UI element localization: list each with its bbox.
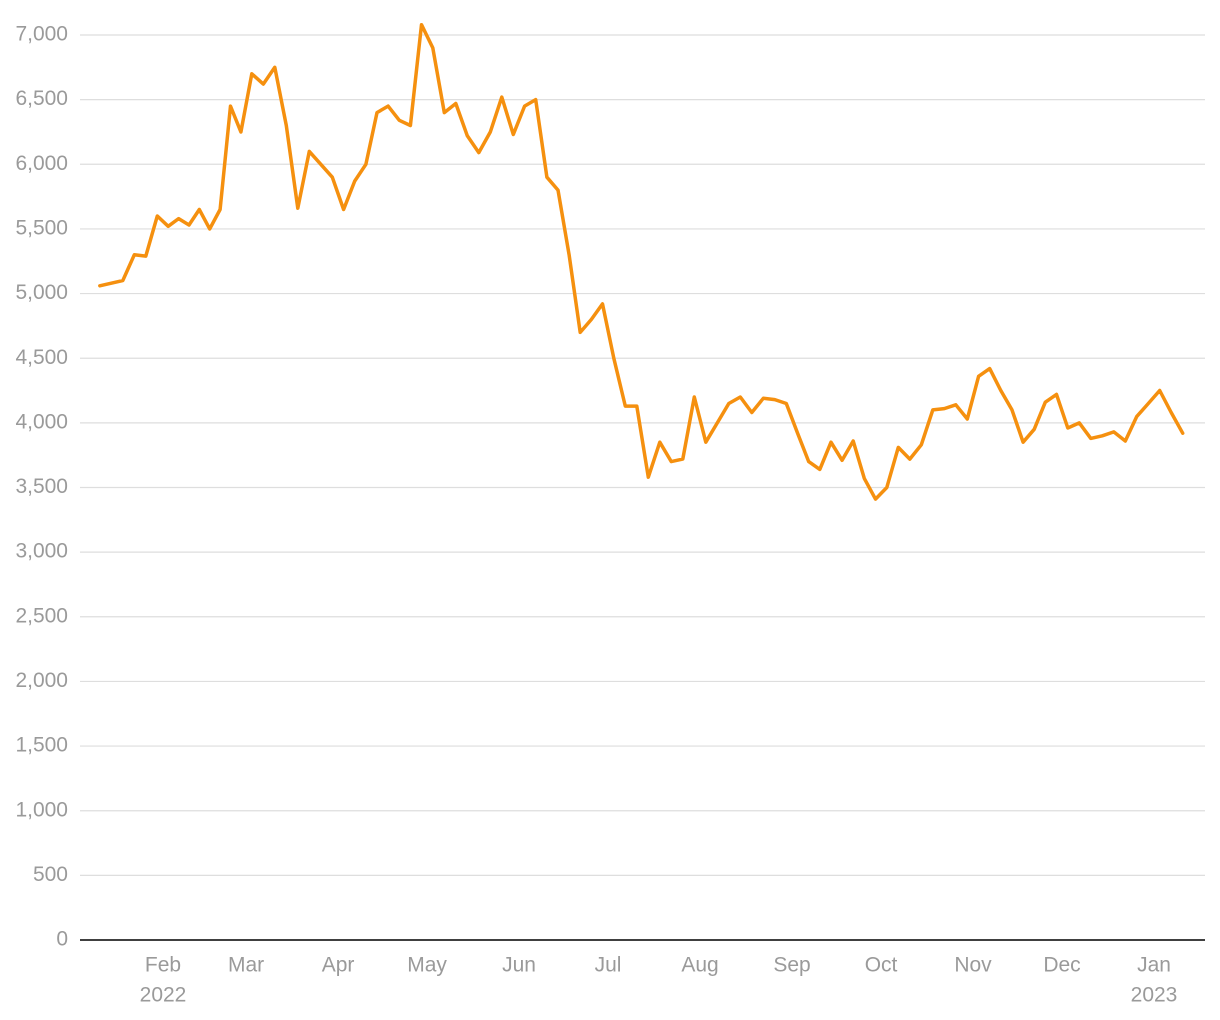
- y-tick-label: 2,000: [15, 669, 68, 692]
- x-tick-label: Dec: [1043, 954, 1080, 977]
- x-tick-label: May: [407, 954, 447, 977]
- y-tick-label: 4,000: [15, 410, 68, 433]
- x-tick-label: Oct: [865, 954, 898, 977]
- y-tick-label: 2,500: [15, 604, 68, 627]
- x-tick-label: Aug: [681, 954, 718, 977]
- y-tick-label: 1,000: [15, 798, 68, 821]
- line: [98, 22, 1185, 501]
- x-tick-label: Nov: [954, 954, 992, 977]
- y-tick-label: 7,000: [15, 23, 68, 46]
- y-tick-label: 1,500: [15, 734, 68, 757]
- y-tick-label: 3,500: [15, 475, 68, 498]
- y-tick-label: 6,500: [15, 87, 68, 110]
- x-tick-label: Sep: [773, 954, 810, 977]
- y-tick-label: 500: [33, 863, 68, 886]
- y-tick-label: 5,500: [15, 216, 68, 239]
- x-tick-label: Mar: [228, 954, 264, 977]
- y-tick-label: 4,500: [15, 346, 68, 369]
- x-tick-year: 2022: [140, 984, 187, 1007]
- x-tick-label: Jul: [595, 954, 622, 977]
- x-tick-label: Apr: [322, 954, 355, 977]
- x-tick-label: Feb: [145, 954, 181, 977]
- y-tick-label: 3,000: [15, 540, 68, 563]
- x-tick-label: Jun: [502, 954, 536, 977]
- y-tick-label: 6,000: [15, 152, 68, 175]
- x-tick-year: 2023: [1131, 984, 1178, 1007]
- x-tick-label: Jan: [1137, 954, 1171, 977]
- y-tick-label: 0: [56, 928, 68, 951]
- y-tick-label: 5,000: [15, 281, 68, 304]
